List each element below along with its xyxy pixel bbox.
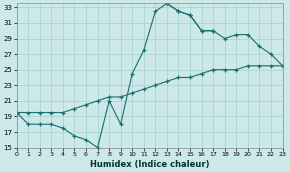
X-axis label: Humidex (Indice chaleur): Humidex (Indice chaleur) xyxy=(90,159,209,169)
